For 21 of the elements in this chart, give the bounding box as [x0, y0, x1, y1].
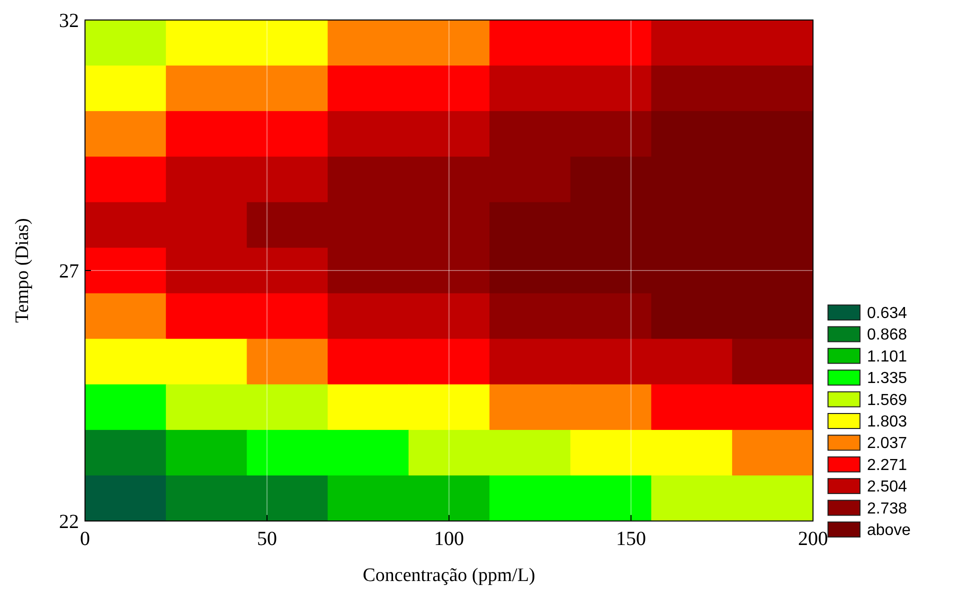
- y-tick-label: 22: [59, 511, 79, 533]
- color-bar-label: 2.271: [867, 456, 908, 474]
- color-bar-label: 0.634: [867, 305, 908, 322]
- x-tick-label: 0: [80, 528, 90, 550]
- color-bar-label: 1.335: [867, 370, 908, 388]
- y-axis-title: Tempo (Dias): [12, 218, 33, 323]
- color-bar-label: 2.504: [867, 478, 908, 496]
- y-tick-label: 27: [59, 260, 79, 282]
- x-tick-label: 150: [616, 528, 646, 550]
- color-bar-label: 2.037: [867, 435, 908, 452]
- x-axis-title: Concentração (ppm/L): [362, 565, 536, 586]
- color-bar-label: 1.101: [867, 348, 908, 366]
- x-tick-label: 100: [434, 528, 464, 550]
- color-bar-label: above: [867, 522, 911, 539]
- y-tick-label: 32: [59, 10, 79, 32]
- color-bar-label: 0.868: [867, 326, 908, 344]
- x-tick-label: 50: [257, 528, 277, 550]
- color-bar-label: 1.803: [867, 414, 908, 430]
- x-tick-label: 200: [798, 528, 828, 550]
- color-bar-label: 2.738: [867, 500, 908, 518]
- color-bar-label: 1.569: [867, 392, 908, 409]
